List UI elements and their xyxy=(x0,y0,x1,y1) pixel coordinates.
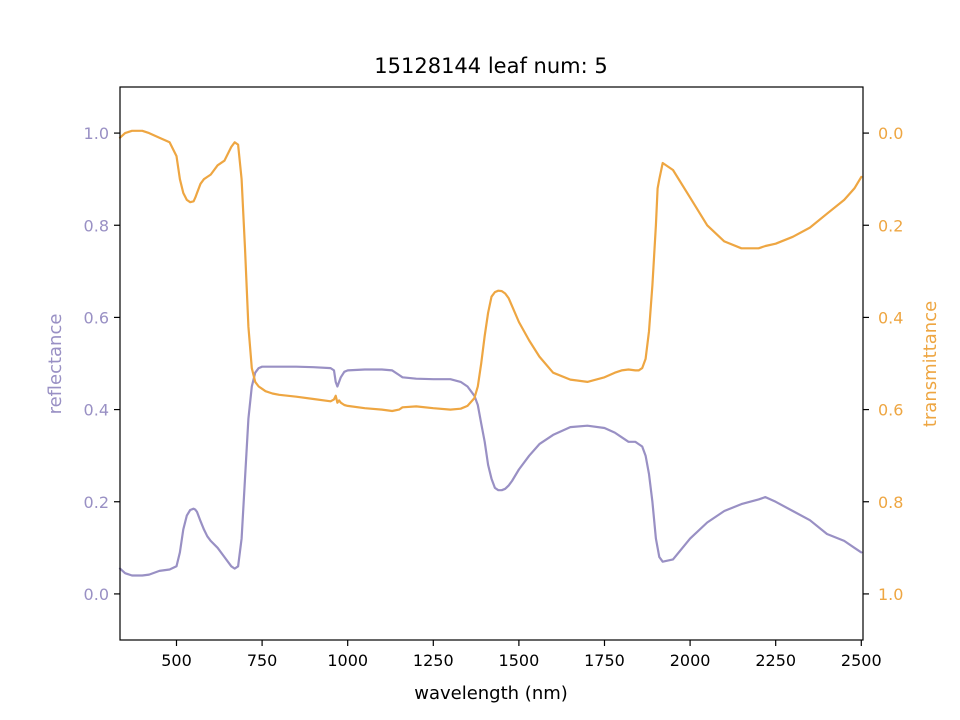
x-axis: 500 750 1000 1250 1500 1750 2000 2250 2500 xyxy=(161,640,882,670)
x-tick-label: 1750 xyxy=(584,651,625,670)
x-tick-label: 1000 xyxy=(327,651,368,670)
series-layer xyxy=(118,129,863,577)
y-left-tick-label: 0.6 xyxy=(84,308,109,327)
plot-frame xyxy=(119,86,864,641)
y-right-tick-label: 0.6 xyxy=(878,401,903,420)
transmittance-series-line xyxy=(118,129,863,413)
y-right-tick-label: 0.8 xyxy=(878,493,903,512)
y-right-tick-label: 0.0 xyxy=(878,124,903,143)
y-axis-right: 0.0 0.2 0.4 0.6 0.8 1.0 xyxy=(863,124,903,604)
x-tick-label: 2000 xyxy=(670,651,711,670)
y-right-tick-label: 1.0 xyxy=(878,585,903,604)
y-left-tick-label: 0.2 xyxy=(84,493,109,512)
y-axis-right-label: transmittance xyxy=(920,301,941,427)
reflectance-series-line xyxy=(118,365,863,577)
x-axis-label: wavelength (nm) xyxy=(414,683,568,704)
y-left-tick-label: 0.4 xyxy=(84,401,109,420)
y-axis-left-label: reflectance xyxy=(45,314,66,415)
x-tick-label: 500 xyxy=(161,651,192,670)
y-right-tick-label: 0.4 xyxy=(878,308,903,327)
y-left-tick-label: 0.0 xyxy=(84,585,109,604)
chart-title: 15128144 leaf num: 5 xyxy=(374,54,607,78)
x-tick-label: 1500 xyxy=(499,651,540,670)
x-tick-label: 2500 xyxy=(841,651,882,670)
y-axis-left: 0.0 0.2 0.4 0.6 0.8 1.0 xyxy=(84,124,120,604)
x-tick-label: 1250 xyxy=(413,651,454,670)
y-left-tick-label: 1.0 xyxy=(84,124,109,143)
y-right-tick-label: 0.2 xyxy=(878,216,903,235)
x-tick-label: 2250 xyxy=(755,651,796,670)
x-tick-label: 750 xyxy=(247,651,278,670)
y-left-tick-label: 0.8 xyxy=(84,216,109,235)
